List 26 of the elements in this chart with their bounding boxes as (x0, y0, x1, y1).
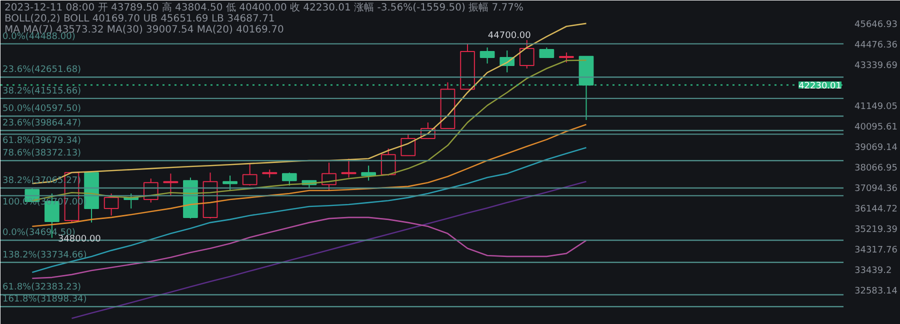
annotation: 44700.00 (488, 31, 532, 42)
ref-line-label: 23.6%(42651.68) (2, 65, 82, 76)
ref-line-label: 138.2%(33734.66) (2, 250, 87, 260)
annotation: 2023-12-11 08:00 开 43789.50 高 43804.50 低 40400.00 收 42230.01 涨幅 -3.56%(-1559.50) 振幅 7.77% (4, 2, 524, 14)
y-tick-label: 36144.72 (854, 204, 898, 214)
y-tick-label: 40095.61 (854, 122, 898, 132)
ref-line-label: 61.8%(32383.23) (2, 282, 82, 293)
y-tick-label: 33439.2 (854, 266, 892, 276)
y-tick-label: 38066.95 (854, 163, 898, 174)
annotation: BOLL(20,2) BOLL 40169.70 UB 45651.69 LB 34687.71 (4, 14, 275, 24)
y-tick-label: 43339.69 (854, 60, 898, 71)
y-tick-label: 39069.14 (854, 142, 898, 153)
y-tick-label: 44476.36 (854, 40, 898, 51)
y-tick-label: 32583.14 (854, 286, 898, 296)
candlestick (163, 173, 178, 196)
y-tick-label: 37094.36 (854, 184, 898, 194)
ref-line-label: 23.6%(39864.47) (2, 118, 82, 129)
ref-line-label: 38.2%(41515.66) (2, 86, 82, 96)
ref-line-label: 61.8%(39679.34) (2, 136, 82, 146)
y-tick-label: 34317.76 (854, 245, 898, 256)
y-tick-label: 45646.93 (854, 20, 898, 30)
ref-line-label: 78.6%(38372.13) (2, 148, 82, 159)
ref-line-label: 161.8%(31898.34) (2, 294, 87, 305)
y-tick-label: 41149.05 (854, 102, 898, 112)
y-tick-label: 35219.39 (854, 224, 898, 235)
ref-line-label: 50.0%(40597.50) (2, 104, 82, 114)
